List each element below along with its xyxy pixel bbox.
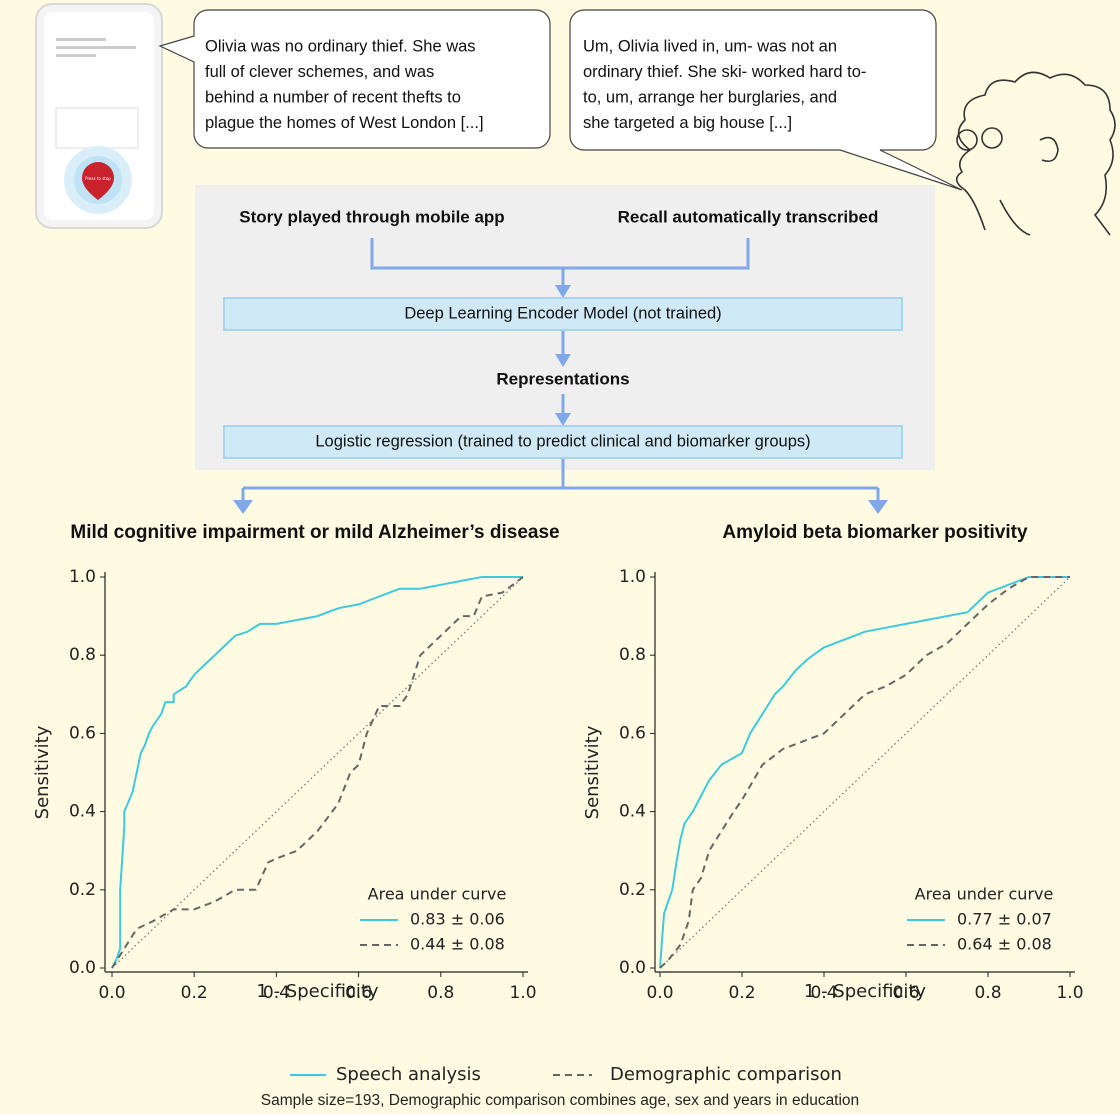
regression-label: Logistic regression (trained to predict … bbox=[315, 432, 810, 450]
chart-title: Mild cognitive impairment or mild Alzhei… bbox=[55, 519, 575, 547]
legend-label: 0.77 ± 0.07 bbox=[957, 910, 1052, 929]
y-tick-label: 0.4 bbox=[619, 802, 646, 822]
flow-label: Recall automatically transcribed bbox=[618, 207, 879, 226]
y-tick-label: 1.0 bbox=[619, 567, 646, 587]
y-tick-label: 1.0 bbox=[69, 567, 96, 587]
x-tick-label: 0.0 bbox=[98, 983, 125, 1003]
bubble-text: Um, Olivia lived in, um- was not an bbox=[583, 37, 837, 55]
bubble-text: to, um, arrange her burglaries, and bbox=[583, 88, 837, 106]
bubble-text: she targeted a big house [...] bbox=[583, 114, 792, 132]
legend-label: 0.83 ± 0.06 bbox=[410, 910, 505, 929]
encoder-label: Deep Learning Encoder Model (not trained… bbox=[404, 304, 721, 322]
face-drawing bbox=[957, 72, 1115, 235]
y-tick-label: 0.6 bbox=[619, 723, 646, 743]
flow-label: Representations bbox=[496, 369, 629, 388]
footnote: Sample size=193, Demographic comparison … bbox=[261, 1092, 859, 1109]
bubble-text: Olivia was no ordinary thief. She was bbox=[205, 37, 476, 55]
y-tick-label: 0.0 bbox=[619, 958, 646, 978]
chart-title: Amyloid beta biomarker positivity bbox=[615, 519, 1120, 547]
page: Press to stop Olivia was no ordinary thi… bbox=[0, 0, 1120, 1114]
x-tick-label: 0.2 bbox=[181, 983, 208, 1003]
legend-label: Demographic comparison bbox=[610, 1064, 842, 1085]
figure: Press to stop Olivia was no ordinary thi… bbox=[0, 0, 1120, 1114]
y-tick-label: 0.6 bbox=[69, 723, 96, 743]
y-tick-label: 0.2 bbox=[619, 880, 646, 900]
bubble-text: ordinary thief. She ski- worked hard to- bbox=[583, 63, 866, 81]
flow-label: Story played through mobile app bbox=[239, 207, 504, 226]
x-tick-label: 0.8 bbox=[974, 983, 1001, 1003]
x-tick-label: 0.0 bbox=[646, 983, 673, 1003]
y-tick-label: 0.0 bbox=[69, 958, 96, 978]
legend-label: 0.64 ± 0.08 bbox=[957, 935, 1052, 954]
x-tick-label: 1.0 bbox=[509, 983, 536, 1003]
y-tick-label: 0.2 bbox=[69, 880, 96, 900]
x-tick-label: 0.8 bbox=[427, 983, 454, 1003]
legend-title: Area under curve bbox=[368, 885, 507, 904]
bubble-text: plague the homes of West London [...] bbox=[205, 114, 484, 132]
y-axis-label: Sensitivity bbox=[32, 725, 53, 819]
phone: Press to stop bbox=[36, 4, 162, 228]
y-tick-label: 0.4 bbox=[69, 802, 96, 822]
x-axis-label: 1 - Specificity bbox=[804, 981, 927, 1002]
x-tick-label: 0.2 bbox=[728, 983, 755, 1003]
legend-label: 0.44 ± 0.08 bbox=[410, 935, 505, 954]
y-tick-label: 0.8 bbox=[619, 645, 646, 665]
x-axis-label: 1 - Specificity bbox=[256, 981, 379, 1002]
y-tick-label: 0.8 bbox=[69, 645, 96, 665]
legend-label: Speech analysis bbox=[336, 1064, 481, 1085]
y-axis-label: Sensitivity bbox=[582, 725, 603, 819]
legend-title: Area under curve bbox=[915, 885, 1054, 904]
bubble-text: behind a number of recent thefts to bbox=[205, 88, 461, 106]
bubble-text: full of clever schemes, and was bbox=[205, 63, 434, 81]
x-tick-label: 1.0 bbox=[1056, 983, 1083, 1003]
phone-button-label: Press to stop bbox=[85, 176, 111, 181]
